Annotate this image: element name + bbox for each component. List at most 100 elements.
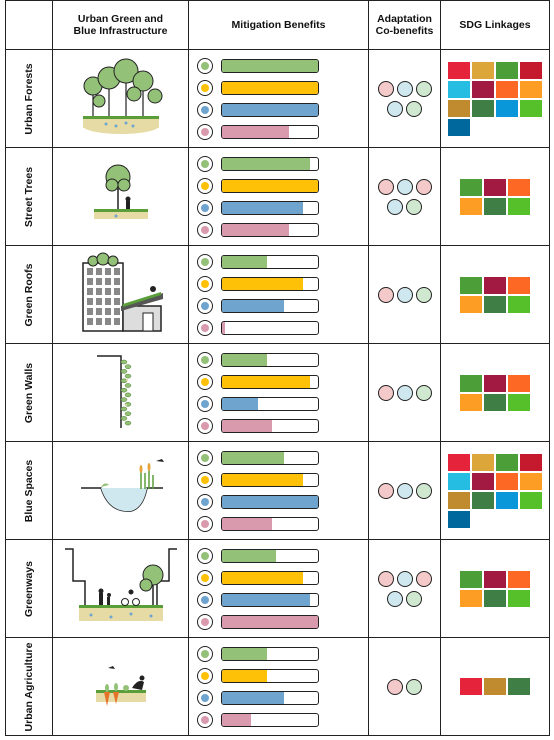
row-label: Green Walls <box>23 362 35 423</box>
water-drops-icon <box>197 493 213 510</box>
benefit-bar-row <box>197 591 368 609</box>
sdg-13-icon <box>484 295 506 313</box>
sdg-tiles <box>460 570 530 607</box>
adaptation-pink-icon <box>377 384 394 401</box>
sdg-cell <box>440 441 550 540</box>
benefit-bar-row <box>197 395 368 413</box>
adaptation-blue-icon <box>387 590 403 607</box>
benefit-bar-fill <box>222 593 311 606</box>
benefit-bar-fill <box>222 353 268 366</box>
water-drops-icon <box>197 297 213 314</box>
sdg-11-icon <box>520 80 542 98</box>
sdg-12-icon <box>484 678 506 695</box>
sdg-12-icon <box>448 99 470 117</box>
sdg-13-icon <box>472 99 494 117</box>
greenway-illustration <box>53 545 188 632</box>
sdg-4-icon <box>520 453 542 471</box>
sdg-9-icon <box>508 276 530 294</box>
row-label: Urban Forests <box>23 62 35 135</box>
sdg-tiles <box>448 61 542 136</box>
benefit-bar-fill <box>222 299 285 312</box>
sdg-tiles <box>460 178 530 215</box>
forest-illustration <box>53 56 188 141</box>
sdg-8-icon <box>484 178 506 196</box>
row-label-cell: Urban Agriculture <box>5 637 53 736</box>
mitigation-bars-cell <box>188 343 369 442</box>
adaptation-green-icon <box>415 384 432 401</box>
adaptation-blue-icon <box>387 198 403 215</box>
benefit-bar-fill <box>222 103 318 116</box>
sdg-8-icon <box>472 80 494 98</box>
sdg-6-icon <box>448 80 470 98</box>
sdg-11-icon <box>460 295 482 313</box>
sdg-16-icon <box>448 118 470 136</box>
sdg-tiles <box>460 678 530 695</box>
benefit-bar-row <box>197 351 368 369</box>
sdg-3-icon <box>460 178 482 196</box>
row-label: Blue Spaces <box>23 459 35 522</box>
flower-icon <box>197 123 213 140</box>
header-row: Urban Green and Blue Infrastructure Miti… <box>5 0 550 50</box>
sdg-1-icon <box>448 61 470 79</box>
benefit-bar <box>221 222 319 237</box>
benefit-bar <box>221 450 319 465</box>
sdg-6-icon <box>448 472 470 490</box>
sdg-2-icon <box>472 453 494 471</box>
adaptation-green-icon <box>406 590 422 607</box>
benefits-table: Urban Green and Blue Infrastructure Miti… <box>5 0 550 736</box>
flower-icon <box>197 319 213 336</box>
benefit-bar-fill <box>222 669 268 682</box>
benefit-bar-row <box>197 199 368 217</box>
benefit-bar <box>221 298 319 313</box>
illustration-cell <box>52 637 189 736</box>
sdg-cell <box>440 539 550 638</box>
benefit-bar-row <box>197 319 368 337</box>
sdg-tiles <box>448 453 542 528</box>
sdg-9-icon <box>508 178 530 196</box>
benefit-bar-row <box>197 471 368 489</box>
benefit-bar <box>221 124 319 139</box>
adaptation-cell <box>368 441 441 540</box>
benefit-bar <box>221 570 319 585</box>
sdg-9-icon <box>508 570 530 588</box>
benefit-bar-fill <box>222 321 225 334</box>
green-roof-illustration <box>53 251 188 338</box>
benefit-bar-row <box>197 689 368 707</box>
benefit-bar <box>221 472 319 487</box>
adaptation-cell <box>368 147 441 246</box>
sdg-cell <box>440 245 550 344</box>
adaptation-green-icon <box>406 198 422 215</box>
benefit-bar <box>221 352 319 367</box>
sdg-11-icon <box>460 589 482 607</box>
adaptation-blue-icon <box>396 80 413 97</box>
table-row: Blue Spaces <box>5 441 550 540</box>
adaptation-cell <box>368 539 441 638</box>
mitigation-bars-cell <box>188 245 369 344</box>
sdg-cell <box>440 147 550 246</box>
flower-icon <box>197 613 213 630</box>
leaf-icon <box>197 351 213 368</box>
benefit-bar <box>221 254 319 269</box>
benefit-bar-row <box>197 373 368 391</box>
sdg-tiles <box>460 276 530 313</box>
benefit-bar-fill <box>222 157 311 170</box>
header-mitigation: Mitigation Benefits <box>188 0 369 50</box>
sdg-cell <box>440 637 550 736</box>
benefit-bar <box>221 58 319 73</box>
sun-icon <box>197 177 213 194</box>
benefit-bar <box>221 276 319 291</box>
adaptation-pink-icon <box>377 570 394 587</box>
adaptation-pink-icon <box>377 482 394 499</box>
benefit-bar-fill <box>222 375 311 388</box>
benefit-bar <box>221 178 319 193</box>
adaptation-pink-icon <box>415 178 432 195</box>
adaptation-green-icon <box>415 286 432 303</box>
adaptation-pink-icon <box>415 570 432 587</box>
benefit-bar-row <box>197 449 368 467</box>
sdg-3-icon <box>460 374 482 392</box>
sdg-11-icon <box>460 197 482 215</box>
benefit-bar <box>221 614 319 629</box>
row-label: Green Roofs <box>23 262 35 327</box>
benefit-bar <box>221 80 319 95</box>
benefit-bar-row <box>197 155 368 173</box>
